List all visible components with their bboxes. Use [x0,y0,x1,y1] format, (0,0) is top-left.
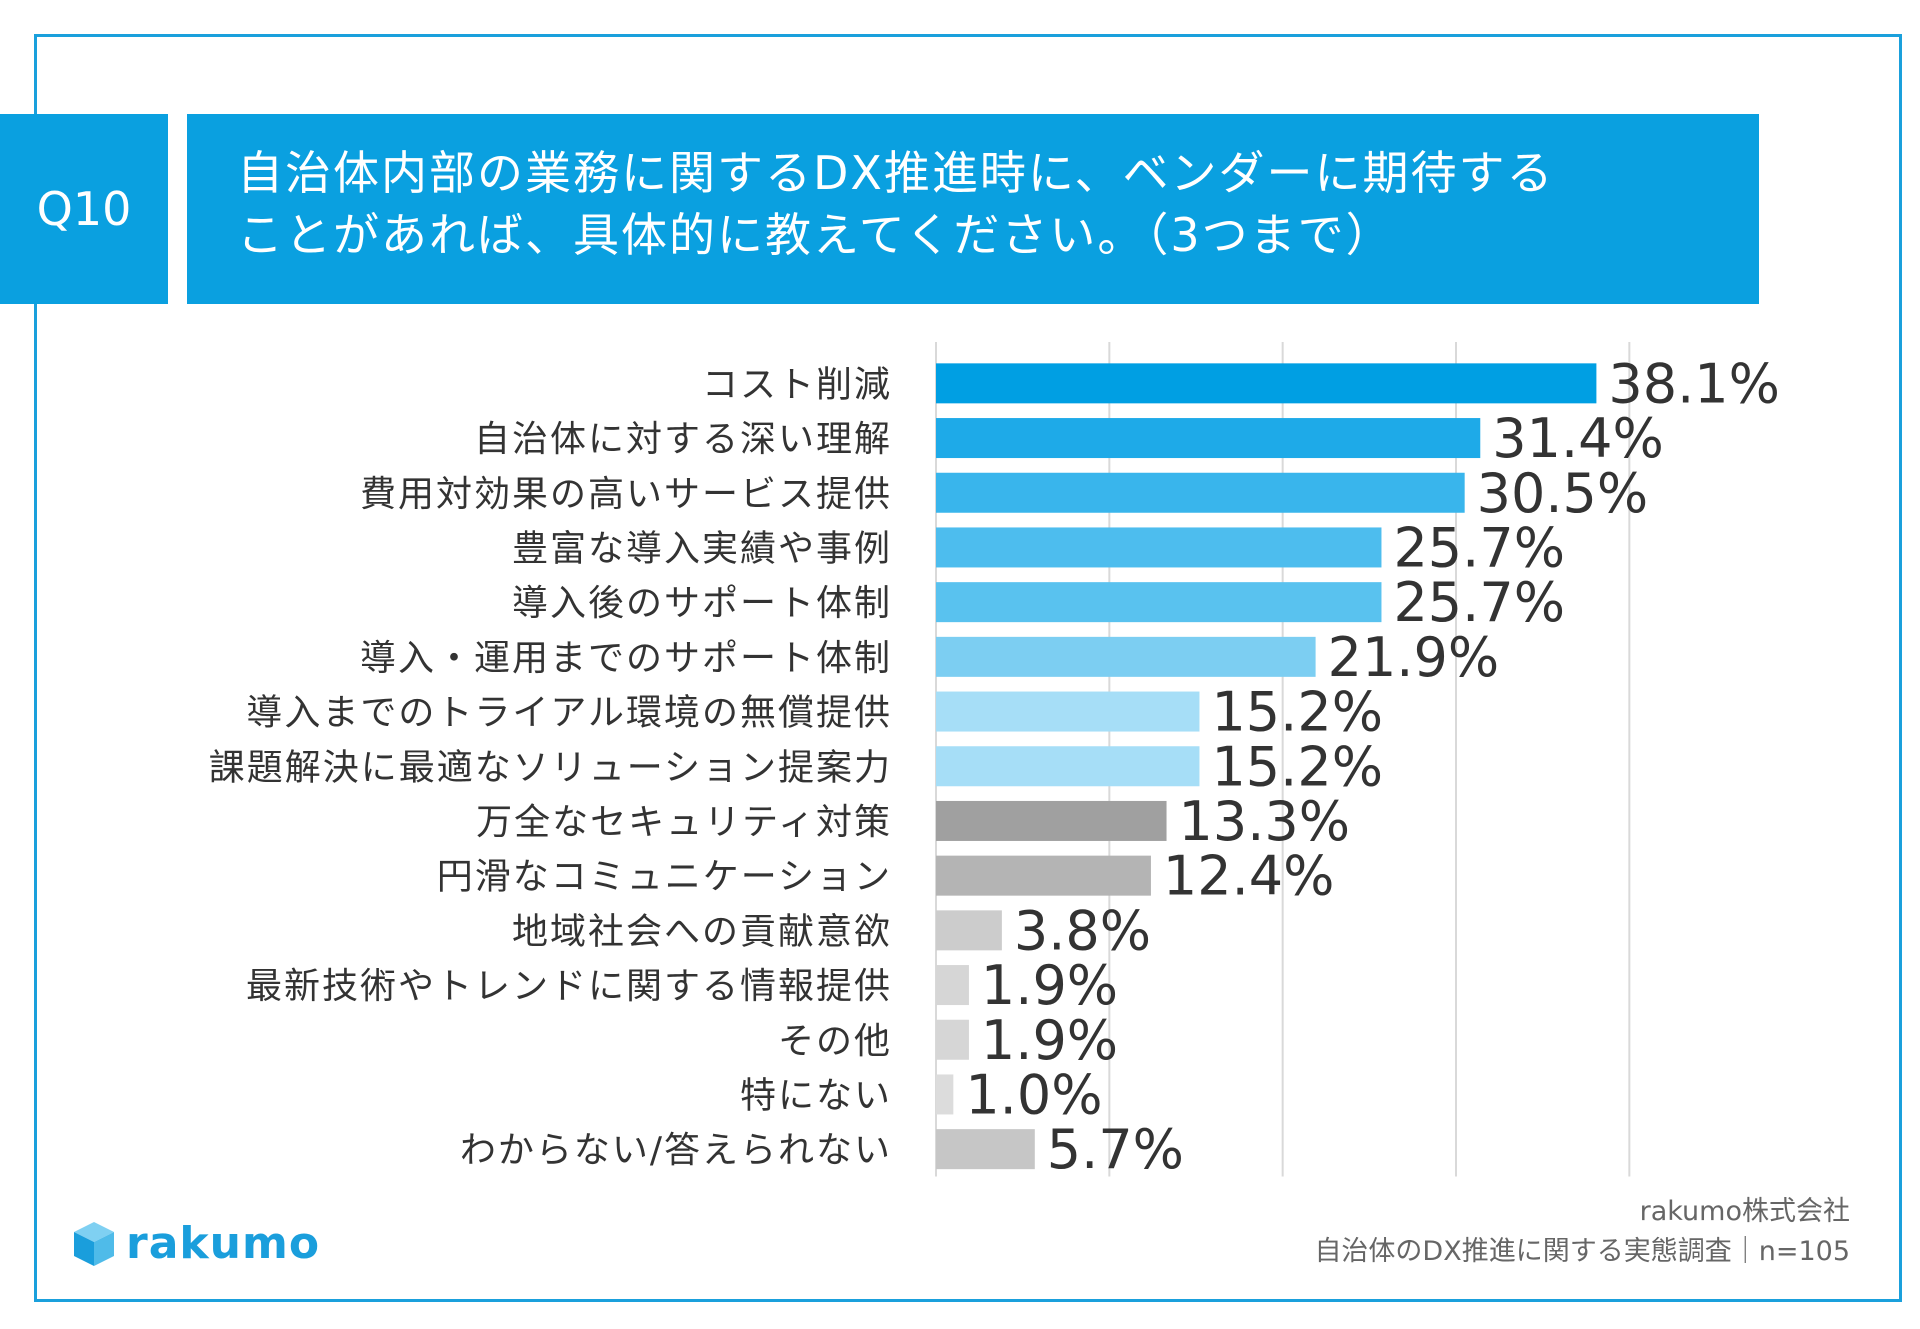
category-label-10: 地域社会への貢献意欲 [512,911,892,952]
category-label-13: 特にない [740,1075,892,1116]
value-label-14: 5.7% [1047,1118,1184,1180]
bar-11 [936,965,969,1006]
value-label-4: 25.7% [1393,571,1565,634]
bar-8 [936,800,1167,841]
bar-13 [936,1074,954,1115]
value-label-11: 1.9% [981,954,1118,1017]
bar-1 [936,418,1481,459]
category-label-9: 円滑なコミュニケーション [437,857,892,898]
outer-frame [34,34,1902,1302]
chart-value-labels: 38.1%31.4%30.5%25.7%25.7%21.9%15.2%15.2%… [965,352,1780,1180]
rakumo-logo-text: rakumo [126,1218,321,1269]
value-label-0: 38.1% [1608,352,1780,415]
rakumo-cube-icon [74,1221,114,1266]
value-label-1: 31.4% [1492,407,1664,470]
category-label-12: その他 [778,1021,892,1062]
category-label-8: 万全なセキュリティ対策 [476,802,892,843]
question-title: 自治体内部の業務に関するDX推進時に、ベンダーに期待する ことがあれば、具体的に… [187,114,1759,304]
bar-5 [936,636,1316,677]
footer-company: rakumo株式会社 [1639,1196,1850,1227]
chart-category-labels: コスト削減自治体に対する深い理解費用対効果の高いサービス提供豊富な導入実績や事例… [209,364,892,1171]
value-label-2: 30.5% [1477,462,1649,525]
rakumo-logo: rakumo [72,1218,320,1269]
value-label-12: 1.9% [981,1009,1118,1072]
category-label-6: 導入までのトライアル環境の無償提供 [246,693,892,734]
value-label-8: 13.3% [1179,790,1351,853]
category-label-11: 最新技術やトレンドに関する情報提供 [246,966,892,1007]
question-title-line-2: ことがあれば、具体的に教えてください。（3つまで） [237,208,1394,262]
chart-bars [936,363,1597,1170]
category-label-1: 自治体に対する深い理解 [474,419,892,460]
bar-9 [936,855,1151,896]
value-label-10: 3.8% [1014,899,1151,962]
bar-14 [936,1129,1035,1170]
bar-0 [936,363,1597,404]
bar-2 [936,472,1465,513]
question-number-badge: Q10 [0,114,168,304]
value-label-5: 21.9% [1328,626,1500,689]
category-label-3: 豊富な導入実績や事例 [512,528,892,569]
bar-12 [936,1019,969,1060]
category-label-0: コスト削減 [702,364,892,405]
category-label-4: 導入後のサポート体制 [512,583,892,624]
category-label-5: 導入・運用までのサポート体制 [360,638,892,679]
value-label-9: 12.4% [1163,845,1335,908]
bar-chart: コスト削減自治体に対する深い理解費用対効果の高いサービス提供豊富な導入実績や事例… [209,342,1780,1180]
footer-credits: rakumo株式会社 自治体のDX推進に関する実態調査｜n=105 [1314,1192,1850,1272]
question-title-line-1: 自治体内部の業務に関するDX推進時に、ベンダーに期待する [237,146,1555,200]
category-label-14: わからない/答えられない [460,1130,892,1171]
footer-survey: 自治体のDX推進に関する実態調査｜n=105 [1314,1236,1850,1267]
bar-4 [936,582,1382,623]
bar-7 [936,746,1200,787]
category-label-2: 費用対効果の高いサービス提供 [360,474,892,515]
category-label-7: 課題解決に最適なソリューション提案力 [209,747,892,788]
value-label-13: 1.0% [965,1063,1102,1126]
value-label-7: 15.2% [1211,735,1383,798]
bar-10 [936,910,1002,951]
bar-6 [936,691,1200,732]
value-label-3: 25.7% [1393,516,1565,579]
bar-3 [936,527,1382,568]
value-label-6: 15.2% [1211,681,1383,744]
